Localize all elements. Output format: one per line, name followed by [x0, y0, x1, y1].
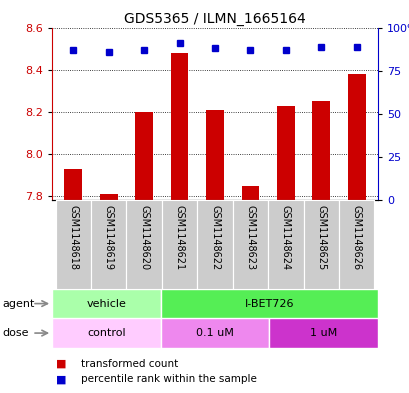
Bar [338, 200, 373, 289]
Bar [276, 106, 294, 200]
Bar [206, 110, 223, 200]
Text: ■: ■ [56, 374, 67, 384]
Text: percentile rank within the sample: percentile rank within the sample [81, 374, 256, 384]
Text: I-BET726: I-BET726 [244, 299, 293, 309]
Bar [303, 200, 338, 289]
Bar [100, 194, 117, 200]
Text: 0.1 uM: 0.1 uM [196, 328, 234, 338]
Text: GSM1148625: GSM1148625 [316, 205, 326, 270]
Bar [312, 101, 329, 200]
Title: GDS5365 / ILMN_1665164: GDS5365 / ILMN_1665164 [124, 13, 305, 26]
Bar [135, 112, 153, 200]
Bar [126, 200, 162, 289]
Text: GSM1148620: GSM1148620 [139, 205, 149, 270]
Text: vehicle: vehicle [86, 299, 126, 309]
Bar [241, 185, 259, 200]
Bar [162, 200, 197, 289]
Text: GSM1148626: GSM1148626 [351, 205, 361, 270]
Text: ■: ■ [56, 358, 67, 369]
Bar [91, 200, 126, 289]
Bar [232, 200, 267, 289]
Bar [197, 200, 232, 289]
Text: 1 uM: 1 uM [309, 328, 337, 338]
Text: agent: agent [2, 299, 34, 309]
Text: GSM1148621: GSM1148621 [174, 205, 184, 270]
Text: GSM1148623: GSM1148623 [245, 205, 255, 270]
Text: transformed count: transformed count [81, 358, 178, 369]
Bar [269, 318, 377, 348]
Text: GSM1148618: GSM1148618 [68, 205, 78, 270]
Bar [170, 53, 188, 200]
Bar [52, 318, 160, 348]
Bar [160, 318, 269, 348]
Text: GSM1148619: GSM1148619 [103, 205, 113, 270]
Bar [160, 289, 377, 318]
Text: GSM1148622: GSM1148622 [209, 205, 220, 270]
Bar [56, 200, 91, 289]
Bar [347, 74, 365, 200]
Text: control: control [87, 328, 126, 338]
Bar [267, 200, 303, 289]
Text: GSM1148624: GSM1148624 [280, 205, 290, 270]
Text: dose: dose [2, 328, 29, 338]
Bar [52, 289, 160, 318]
Bar [64, 169, 82, 200]
